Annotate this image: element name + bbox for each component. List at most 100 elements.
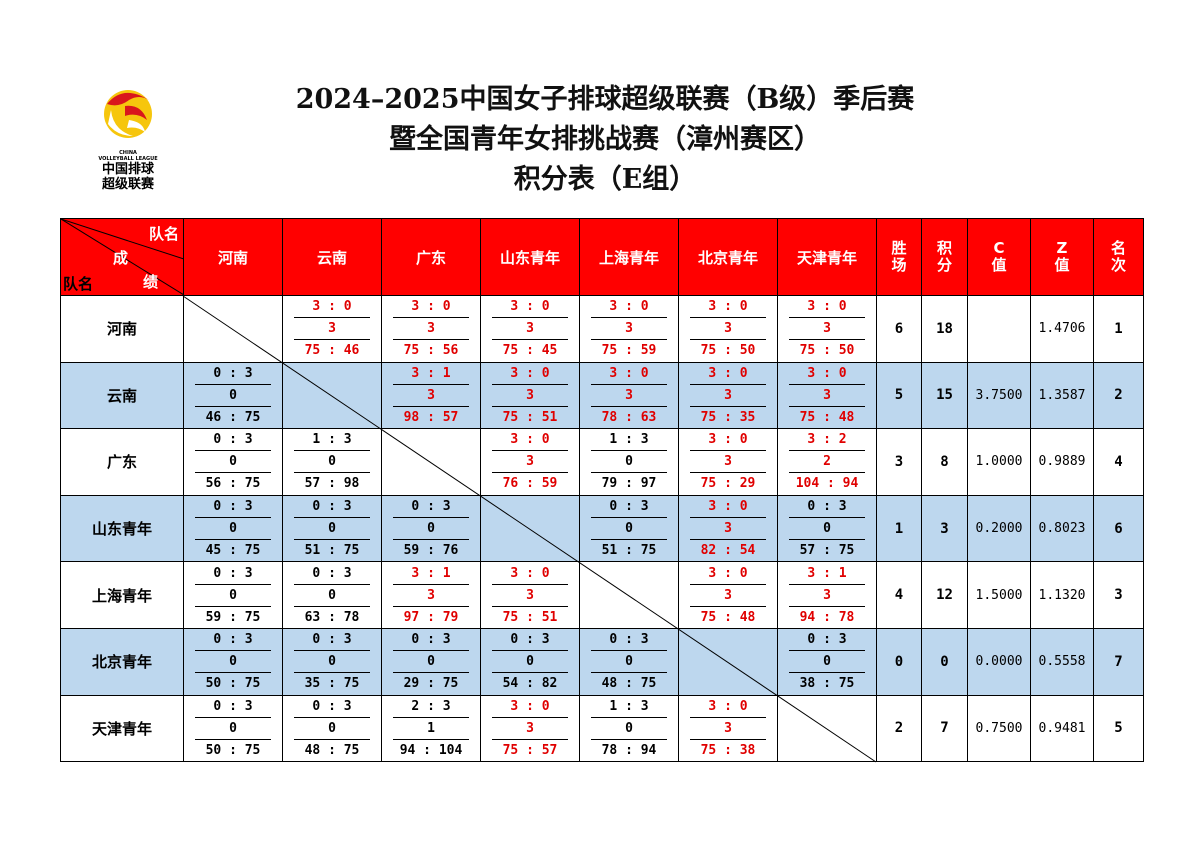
match-cell: 3 : 0 3 75 : 51 (480, 561, 580, 629)
match-score: 0 : 3 (195, 629, 271, 652)
corner-lines (61, 219, 184, 295)
stat-cell: 3.7500 (967, 361, 1031, 430)
match-cell: 0 : 3 0 46 : 75 (183, 361, 283, 430)
match-cell: 0 : 3 0 59 : 75 (183, 561, 283, 629)
match-score: 0 : 3 (195, 496, 271, 519)
match-points: 3 (492, 385, 568, 407)
match-ratio: 76 : 59 (502, 476, 558, 492)
match-score: 3 : 0 (591, 296, 667, 319)
match-score: 3 : 0 (690, 696, 766, 718)
column-header: 广东 (381, 218, 481, 296)
match-points: 1 (393, 718, 469, 740)
match-points: 3 (591, 385, 667, 407)
team-name: 云南 (60, 361, 184, 430)
match-points: 0 (591, 718, 667, 740)
stat-cell: 3 (1093, 561, 1144, 629)
match-ratio: 59 : 76 (403, 543, 459, 559)
match-score: 0 : 3 (294, 696, 370, 718)
match-cell: 1 : 3 0 79 : 97 (579, 428, 679, 496)
match-points: 0 (294, 585, 370, 607)
match-cell: 3 : 0 3 75 : 48 (678, 561, 778, 629)
match-points: 3 (789, 385, 865, 407)
match-score: 3 : 0 (393, 296, 469, 319)
match-score: 3 : 0 (690, 296, 766, 319)
empty-cell (777, 694, 877, 763)
match-cell: 0 : 3 0 48 : 75 (579, 627, 679, 696)
team-name: 广东 (60, 428, 184, 496)
column-header: 河南 (183, 218, 283, 296)
match-points: 0 (294, 451, 370, 474)
stat-cell: 1.1320 (1030, 561, 1094, 629)
match-points: 3 (492, 451, 568, 474)
match-score: 3 : 0 (690, 363, 766, 385)
stat-cell: 0.9481 (1030, 694, 1094, 763)
stat-cell: 4 (1093, 428, 1144, 496)
stat-cell: 12 (921, 561, 968, 629)
stat-cell: 1 (876, 494, 922, 563)
corner-cell: 队名成绩队名 (60, 218, 184, 296)
match-score: 1 : 3 (294, 429, 370, 452)
empty-cell (480, 494, 580, 563)
match-cell: 3 : 0 3 76 : 59 (480, 428, 580, 496)
match-ratio: 75 : 48 (700, 609, 756, 625)
match-score: 0 : 3 (393, 629, 469, 652)
column-header: 云南 (282, 218, 382, 296)
team-name: 上海青年 (60, 561, 184, 629)
match-ratio: 51 : 75 (601, 543, 657, 559)
match-points: 0 (195, 518, 271, 541)
column-header: 天津青年 (777, 218, 877, 296)
match-score: 3 : 0 (690, 563, 766, 585)
match-points: 3 (492, 585, 568, 607)
match-ratio: 75 : 35 (700, 409, 756, 425)
match-points: 2 (789, 451, 865, 474)
empty-cell (579, 561, 679, 629)
match-cell: 0 : 3 0 51 : 75 (282, 494, 382, 563)
match-ratio: 45 : 75 (205, 543, 261, 559)
match-ratio: 50 : 75 (205, 676, 261, 692)
match-ratio: 75 : 29 (700, 476, 756, 492)
match-score: 3 : 1 (789, 563, 865, 585)
match-points: 3 (690, 585, 766, 607)
match-points: 3 (591, 318, 667, 341)
empty-cell (183, 295, 283, 363)
column-header: 北京青年 (678, 218, 778, 296)
corner-label: 绩 (143, 273, 159, 291)
match-points: 3 (393, 385, 469, 407)
match-points: 0 (294, 718, 370, 740)
stat-cell: 6 (1093, 494, 1144, 563)
match-score: 3 : 0 (294, 296, 370, 319)
match-cell: 0 : 3 0 51 : 75 (579, 494, 679, 563)
match-score: 0 : 3 (294, 496, 370, 519)
stat-cell (967, 295, 1031, 363)
match-cell: 0 : 3 0 38 : 75 (777, 627, 877, 696)
match-points: 3 (789, 585, 865, 607)
match-points: 0 (789, 651, 865, 674)
match-points: 3 (690, 385, 766, 407)
match-ratio: 78 : 63 (601, 409, 657, 425)
stat-cell: 0 (876, 627, 922, 696)
match-score: 3 : 1 (393, 563, 469, 585)
match-ratio: 50 : 75 (205, 742, 261, 758)
match-points: 0 (294, 518, 370, 541)
stat-cell: 0 (921, 627, 968, 696)
match-cell: 0 : 3 0 57 : 75 (777, 494, 877, 563)
team-row: 云南 0 : 3 0 46 : 75 3 : 1 3 98 : 57 3 : 0 3 75 : 5… (60, 361, 1144, 430)
match-cell: 0 : 3 0 59 : 76 (381, 494, 481, 563)
stat-cell: 1.4706 (1030, 295, 1094, 363)
match-score: 0 : 3 (393, 496, 469, 519)
match-points: 3 (690, 318, 766, 341)
match-score: 3 : 0 (690, 429, 766, 452)
match-points: 0 (591, 518, 667, 541)
match-score: 3 : 0 (492, 296, 568, 319)
match-points: 3 (393, 585, 469, 607)
match-ratio: 75 : 56 (403, 343, 459, 359)
stat-cell: 4 (876, 561, 922, 629)
logo-text: VOLLEYBALL LEAGUE (98, 156, 158, 162)
team-name: 山东青年 (60, 494, 184, 563)
match-score: 3 : 0 (492, 363, 568, 385)
logo-text: 超级联赛 (101, 177, 154, 192)
match-cell: 3 : 0 3 75 : 50 (678, 295, 778, 363)
match-score: 3 : 0 (492, 696, 568, 718)
match-ratio: 63 : 78 (304, 609, 360, 625)
corner-label: 成 (113, 249, 129, 267)
